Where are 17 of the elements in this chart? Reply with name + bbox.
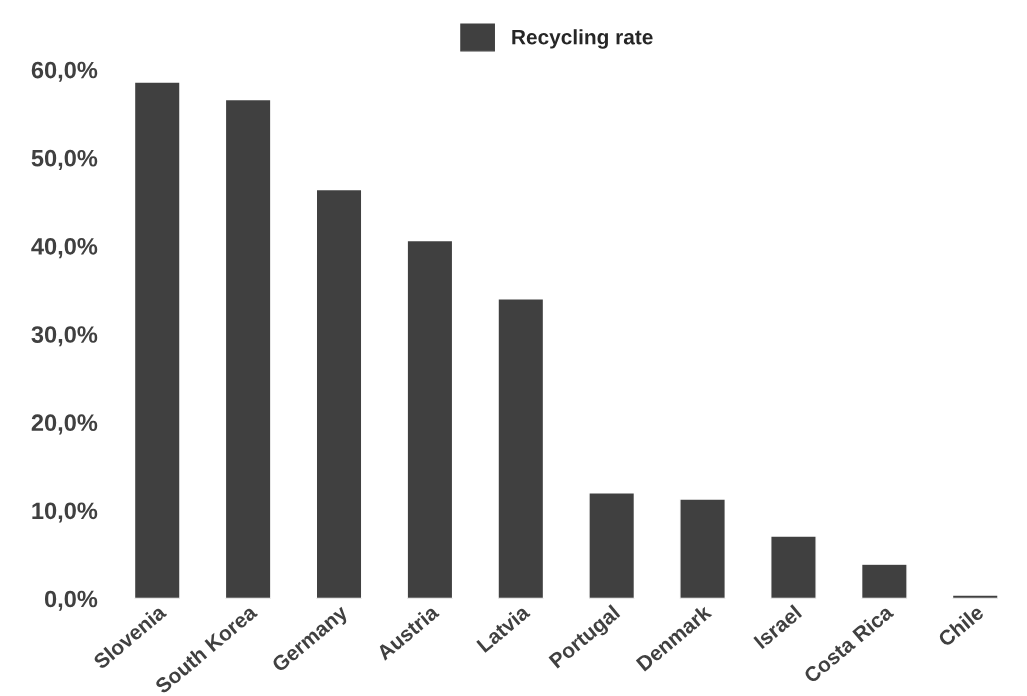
- y-tick-label: 40,0%: [31, 237, 98, 259]
- y-tick-label: 30,0%: [31, 326, 98, 347]
- bar: [860, 563, 908, 599]
- y-tick-label: 50,0%: [31, 149, 98, 170]
- bar: [770, 535, 817, 599]
- y-tick-label: 10,0%: [32, 502, 98, 523]
- bar: [133, 81, 181, 599]
- bar: [679, 498, 726, 599]
- bar: [497, 298, 545, 599]
- legend-label: Recycling rate: [512, 29, 653, 49]
- bar: [224, 98, 272, 599]
- bar: [315, 188, 363, 599]
- y-tick-label: 60,0%: [31, 61, 98, 82]
- bar: [951, 594, 999, 599]
- bar: [588, 492, 636, 599]
- y-tick-label: 20,0%: [31, 414, 98, 435]
- bar: [406, 239, 454, 599]
